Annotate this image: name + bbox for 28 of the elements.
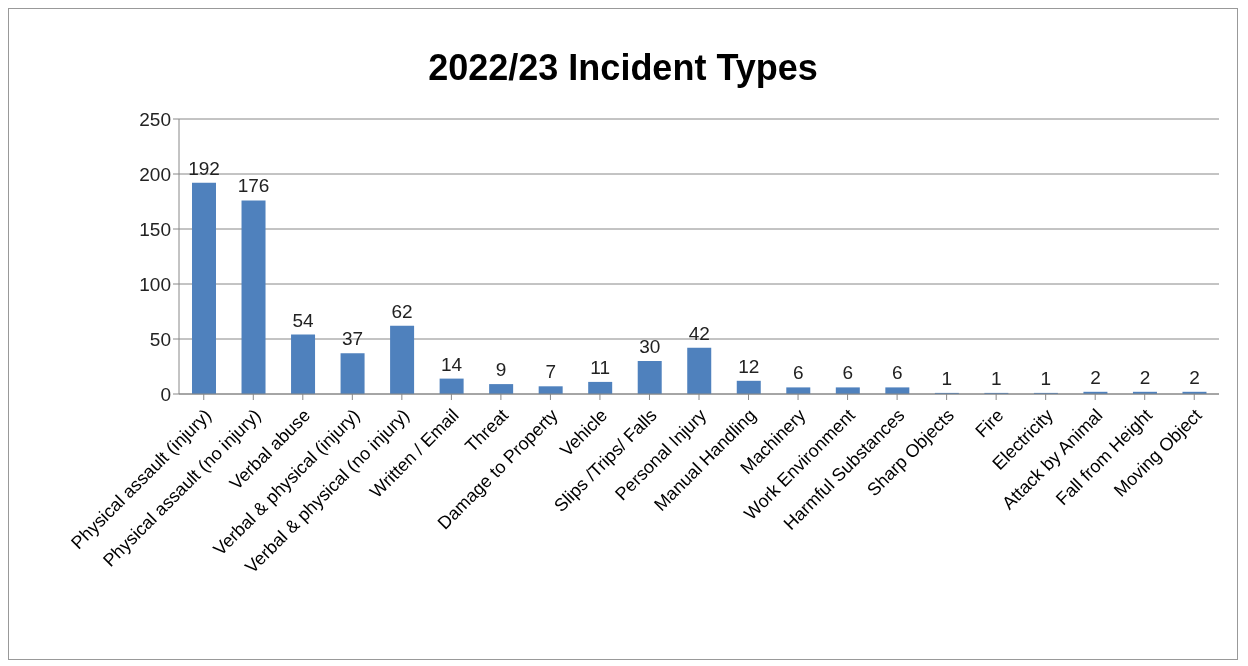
data-label: 6	[892, 362, 903, 384]
y-tick-label: 100	[139, 273, 171, 295]
data-label: 176	[237, 175, 270, 197]
data-label: 2	[1189, 366, 1200, 388]
data-label: 2	[1090, 366, 1101, 388]
chart-title: 2022/23 Incident Types	[427, 47, 819, 89]
y-tick-label: 200	[139, 163, 171, 185]
data-label: 6	[793, 362, 804, 384]
y-tick-label: 250	[139, 108, 171, 130]
data-label: 12	[738, 355, 760, 377]
data-label: 42	[688, 322, 710, 344]
data-label: 14	[441, 353, 463, 375]
data-label: 6	[842, 362, 854, 384]
data-label: 9	[495, 359, 507, 381]
data-label: 1	[1040, 367, 1052, 389]
y-tick-label: 0	[160, 383, 171, 405]
data-label: 11	[590, 356, 611, 378]
data-label: 1	[991, 367, 1002, 389]
data-label: 192	[188, 157, 220, 179]
data-label: 54	[292, 309, 315, 331]
y-tick-label: 50	[149, 328, 171, 350]
data-label: 7	[545, 361, 556, 383]
data-label: 62	[391, 300, 413, 322]
y-tick-label: 150	[139, 218, 171, 240]
data-label: 1	[941, 367, 953, 389]
data-label: 37	[342, 328, 364, 350]
data-label: 30	[639, 336, 661, 357]
data-label: 2	[1139, 366, 1151, 388]
